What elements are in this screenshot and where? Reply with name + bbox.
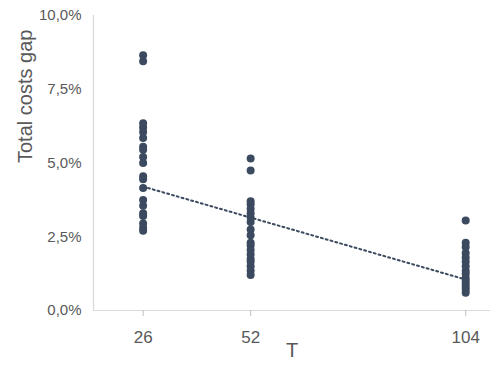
svg-text:7,5%: 7,5% — [47, 80, 81, 97]
svg-text:T: T — [286, 339, 298, 361]
svg-text:0,0%: 0,0% — [47, 301, 81, 318]
svg-text:2,5%: 2,5% — [47, 228, 81, 245]
svg-text:10,0%: 10,0% — [39, 6, 82, 23]
svg-text:5,0%: 5,0% — [47, 154, 81, 171]
svg-text:104: 104 — [452, 328, 480, 347]
svg-text:52: 52 — [241, 328, 260, 347]
svg-text:Total costs gap: Total costs gap — [14, 30, 36, 163]
svg-text:26: 26 — [134, 328, 153, 347]
